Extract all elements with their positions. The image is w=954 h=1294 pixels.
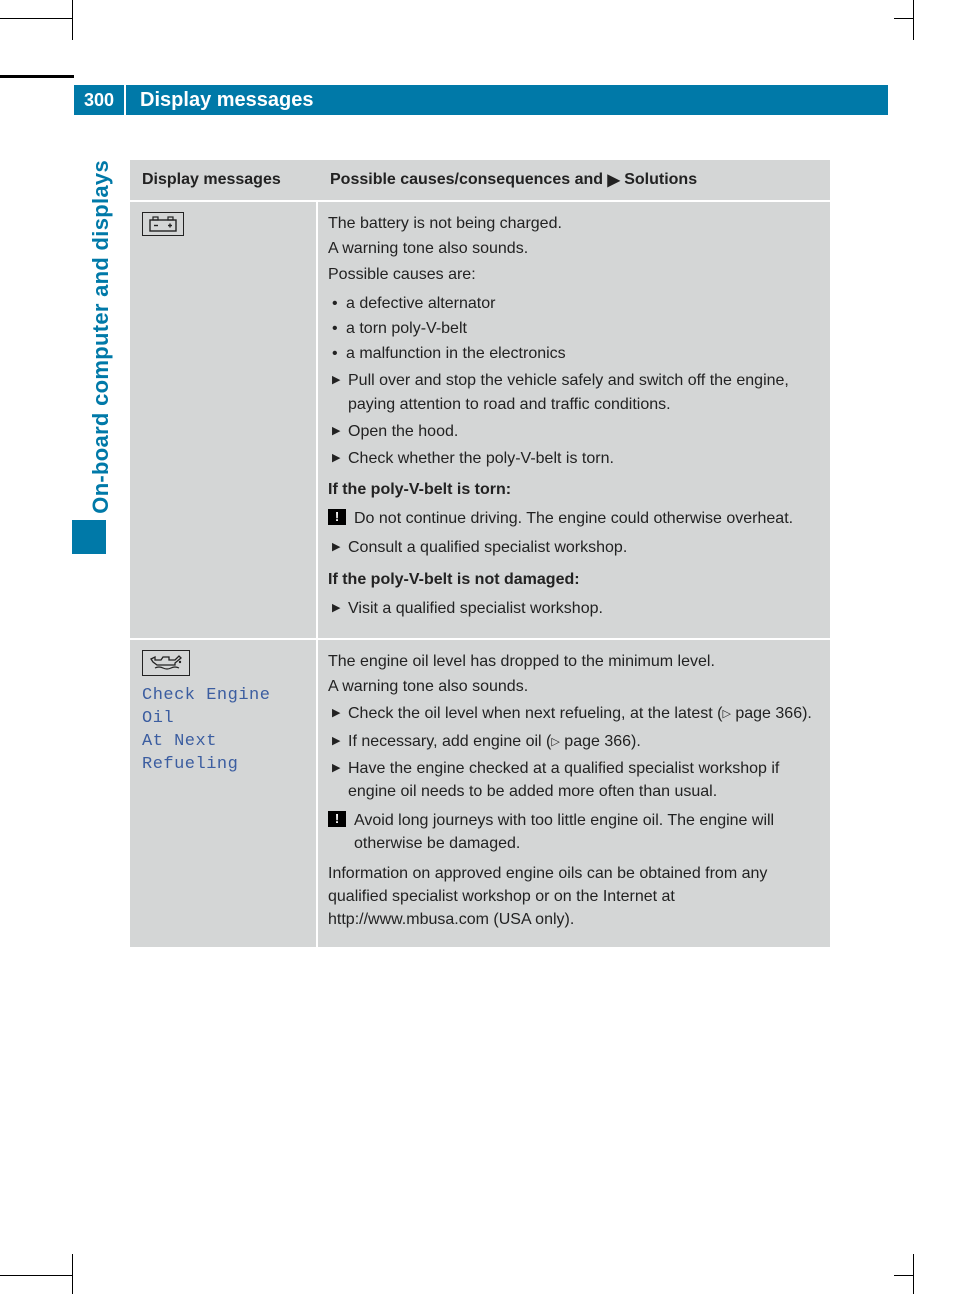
- crop-mark: [0, 18, 72, 19]
- table-header: Display messages Possible causes/consequ…: [130, 160, 830, 202]
- display-line: At Next Refueling: [142, 732, 238, 774]
- body-text: Check the oil level when next refueling,…: [348, 705, 722, 722]
- warning-line: ! Avoid long journeys with too little en…: [328, 809, 816, 855]
- body-text: Possible causes are:: [328, 263, 816, 286]
- column-header-messages: Display messages: [142, 168, 330, 192]
- body-text: A warning tone also sounds.: [328, 675, 816, 698]
- body-text: Avoid long journeys with too little engi…: [354, 812, 774, 852]
- condition-heading: If the poly-V-belt is torn:: [328, 478, 816, 501]
- list-item: Open the hood.: [332, 420, 816, 443]
- crop-mark: [913, 0, 914, 40]
- display-line: Check Engine Oil: [142, 686, 270, 728]
- list-item: Check the oil level when next refueling,…: [332, 702, 816, 725]
- crop-mark: [913, 1254, 914, 1294]
- display-message-cell: Check Engine Oil At Next Refueling: [130, 640, 318, 947]
- list-item: a malfunction in the electronics: [332, 342, 816, 365]
- crop-mark: [894, 1275, 914, 1276]
- page-title: Display messages: [124, 85, 888, 115]
- action-list: Check the oil level when next refueling,…: [328, 702, 816, 803]
- table-row: The battery is not being charged. A warn…: [130, 202, 830, 640]
- page-number: 300: [74, 85, 124, 115]
- list-item: If necessary, add engine oil (▷ page 366…: [332, 730, 816, 753]
- body-text: Do not continue driving. The engine coul…: [354, 510, 793, 527]
- condition-heading: If the poly-V-belt is not damaged:: [328, 568, 816, 591]
- crop-mark: [0, 75, 74, 78]
- solution-cell: The battery is not being charged. A warn…: [318, 202, 830, 638]
- messages-table: Display messages Possible causes/consequ…: [130, 160, 830, 949]
- crop-mark: [894, 18, 914, 19]
- crop-mark: [72, 0, 73, 40]
- warning-icon: !: [328, 509, 346, 525]
- action-list: Visit a qualified specialist workshop.: [328, 597, 816, 620]
- display-message-text: Check Engine Oil At Next Refueling: [142, 685, 306, 777]
- crop-mark: [0, 1275, 72, 1276]
- body-text: Information on approved engine oils can …: [328, 862, 816, 932]
- warning-icon: !: [328, 811, 346, 827]
- list-item: a defective alternator: [332, 292, 816, 315]
- body-text: page 366).: [560, 733, 641, 750]
- list-item: Consult a qualified specialist workshop.: [332, 536, 816, 559]
- crop-mark: [72, 1254, 73, 1294]
- section-side-label: On-board computer and displays: [88, 160, 114, 514]
- header-text: Possible causes/consequences and: [330, 171, 607, 188]
- triangle-ref-icon: ▷: [722, 708, 730, 720]
- list-item: a torn poly-V-belt: [332, 317, 816, 340]
- cause-list: a defective alternator a torn poly-V-bel…: [328, 292, 816, 366]
- action-list: Consult a qualified specialist workshop.: [328, 536, 816, 559]
- triangle-ref-icon: ▷: [551, 736, 559, 748]
- list-item: Visit a qualified specialist workshop.: [332, 597, 816, 620]
- page-header: 300 Display messages: [74, 85, 888, 115]
- body-text: If necessary, add engine oil (: [348, 733, 551, 750]
- body-text: The battery is not being charged.: [328, 212, 816, 235]
- display-message-cell: [130, 202, 318, 638]
- oil-can-icon: [142, 650, 190, 676]
- list-item: Pull over and stop the vehicle safely an…: [332, 369, 816, 415]
- solution-cell: The engine oil level has dropped to the …: [318, 640, 830, 947]
- table-row: Check Engine Oil At Next Refueling The e…: [130, 640, 830, 949]
- action-list: Pull over and stop the vehicle safely an…: [328, 369, 816, 470]
- section-side-tab: [72, 520, 106, 554]
- body-text: A warning tone also sounds.: [328, 237, 816, 260]
- column-header-solutions: Possible causes/consequences and ▶ Solut…: [330, 168, 818, 192]
- header-text: Solutions: [620, 171, 697, 188]
- triangle-icon: ▶: [607, 169, 619, 192]
- warning-line: ! Do not continue driving. The engine co…: [328, 507, 816, 530]
- list-item: Check whether the poly-V-belt is torn.: [332, 447, 816, 470]
- battery-icon: [142, 212, 184, 236]
- list-item: Have the engine checked at a qualified s…: [332, 757, 816, 803]
- body-text: page 366).: [731, 705, 812, 722]
- body-text: The engine oil level has dropped to the …: [328, 650, 816, 673]
